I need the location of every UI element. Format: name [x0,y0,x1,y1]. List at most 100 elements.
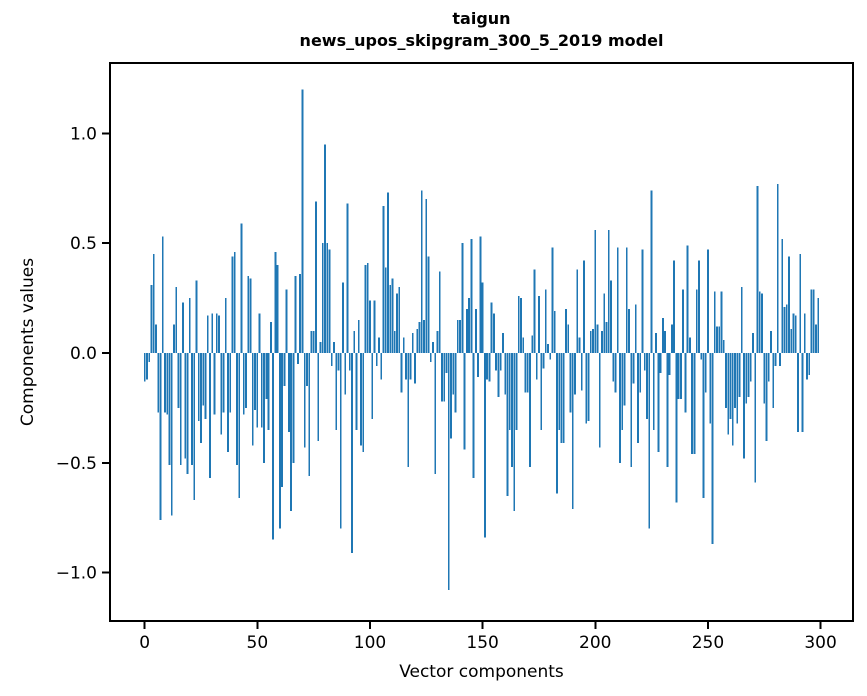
bar [472,352,475,479]
bar [625,247,628,353]
bar [224,298,227,353]
bar [283,352,286,386]
bar [371,352,374,419]
bar [285,289,288,353]
bar [702,352,705,498]
bar [641,249,644,353]
bar [810,289,813,353]
bar [409,352,412,380]
bar [254,352,256,411]
bar [186,352,189,474]
bar [707,249,709,353]
bar [727,352,730,435]
bar [170,352,173,516]
bar [529,352,531,468]
bar [603,293,606,353]
bar [596,324,599,353]
bar [296,352,299,364]
bar [265,352,268,400]
bar [738,352,741,397]
bar [402,337,405,353]
bar [752,333,754,353]
bar [693,352,696,455]
bar [587,352,590,422]
bar [164,352,166,413]
bar [815,324,817,353]
bar [740,287,743,353]
bar [465,309,468,353]
chart-title-line2: news_upos_skipgram_300_5_2019 model [299,31,664,50]
bar [682,289,685,353]
bar [522,337,525,353]
bar [443,352,446,402]
bar [360,352,362,446]
bar [159,352,162,520]
bar [643,352,646,371]
y-tick-label: −0.5 [56,454,97,474]
bar [378,337,380,353]
bar [312,331,315,353]
bar [278,352,281,529]
bar [709,352,712,424]
bar [423,320,425,353]
bar [731,352,734,446]
bar [317,352,320,441]
bar [148,352,151,362]
bar [211,313,214,353]
bar [797,352,799,433]
bar [416,328,419,353]
bar [459,320,461,353]
bar [686,245,689,353]
bar [195,280,198,353]
bar [315,201,317,353]
x-tick-label: 250 [692,633,724,653]
bar [776,183,779,353]
bar [344,352,347,395]
bar [659,352,662,373]
bar [652,352,655,430]
bar [531,335,534,353]
bar [673,260,676,353]
bar [391,278,394,353]
bar [803,313,806,353]
bar [353,331,356,353]
bar [583,260,585,353]
bar [182,302,184,353]
bar [483,352,486,538]
bar [384,267,387,353]
bar [242,352,245,415]
bar [267,352,270,430]
bar [666,352,669,468]
bar [607,229,610,353]
bar [628,309,630,353]
bar [610,280,612,353]
bar [193,352,196,501]
bar [157,352,160,413]
bar [263,352,265,463]
bar [301,89,304,353]
bar [432,342,434,353]
bar [166,352,169,415]
bar [661,317,664,353]
bar [481,282,484,353]
bar [646,352,648,419]
bar [436,331,439,353]
x-tick-label: 150 [466,633,498,653]
bar [456,320,459,353]
bar [783,306,786,353]
bar [321,243,324,353]
bar [233,251,236,353]
bar [468,298,471,353]
bar [670,324,673,353]
bar [614,352,617,393]
bar [490,302,493,353]
bar [310,331,313,353]
bar [616,247,619,353]
bar [799,254,802,353]
bar [700,352,703,360]
bar [637,352,639,444]
bar [716,326,718,353]
bar [713,291,716,353]
bar [711,352,714,545]
bar [470,238,473,353]
